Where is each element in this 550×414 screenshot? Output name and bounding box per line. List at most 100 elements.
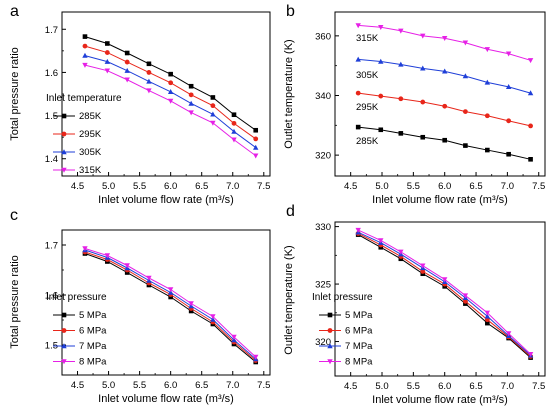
- data-point: [485, 320, 490, 326]
- legend-label: 6 MPa: [345, 326, 373, 337]
- data-point: [146, 61, 152, 67]
- series-5-mpa: [355, 232, 533, 360]
- data-point: [210, 314, 216, 320]
- data-point: [420, 269, 426, 274]
- legend-title: Inlet pressure: [312, 292, 373, 303]
- series-8-mpa: [82, 246, 259, 360]
- x-tick-label: 6.5: [469, 381, 482, 392]
- data-point: [505, 51, 512, 57]
- x-tick-label: 6.5: [195, 181, 208, 192]
- legend-title: Inlet temperature: [46, 93, 122, 104]
- panel-d: d 4.5 5.0 5.5 6.0 6.5 7.0 7.5 320 325 330 Inlet vol…: [283, 203, 546, 406]
- x-tick-label: 6.0: [164, 380, 177, 391]
- data-point: [82, 62, 88, 68]
- x-tick-label: 6.5: [469, 181, 482, 192]
- data-point: [398, 61, 404, 67]
- x-axis-title: Inlet volume flow rate (m³/s): [98, 194, 234, 206]
- data-point: [210, 103, 216, 109]
- x-tick-label: 7.0: [501, 181, 514, 192]
- legend-swatch-marker: [61, 131, 67, 137]
- x-axis-title: Inlet volume flow rate (m³/s): [372, 194, 508, 206]
- data-point: [378, 58, 384, 64]
- data-point: [462, 40, 469, 46]
- x-tick-label: 7.0: [226, 380, 239, 391]
- x-axis-title: Inlet volume flow rate (m³/s): [98, 393, 234, 405]
- x-tick-label: 4.5: [344, 381, 357, 392]
- legend-label: 285K: [79, 111, 102, 122]
- y-tick-label: 320: [315, 151, 331, 162]
- data-point: [484, 47, 491, 53]
- series-line: [358, 92, 531, 127]
- series-295k: [82, 43, 259, 142]
- data-point: [105, 41, 110, 46]
- series-285k: [355, 124, 533, 162]
- data-point: [124, 59, 130, 65]
- series-line: [358, 126, 531, 160]
- data-point: [505, 331, 512, 337]
- data-point: [104, 50, 110, 55]
- data-point: [188, 308, 194, 314]
- x-tick-label: 4.5: [71, 380, 84, 391]
- data-point: [253, 153, 259, 159]
- data-point: [168, 294, 173, 300]
- x-tick-label: 6.0: [438, 381, 451, 392]
- x-tick-label: 7.0: [226, 181, 239, 192]
- series-285k: [82, 34, 259, 133]
- x-tick-label: 5.5: [133, 181, 146, 192]
- legend-label: 315K: [79, 165, 102, 176]
- data-point: [463, 143, 468, 148]
- y-tick-label: 325: [315, 280, 331, 291]
- data-point: [167, 89, 174, 95]
- data-point: [528, 123, 533, 129]
- series-295k: [355, 90, 533, 129]
- panel-b: b 4.5 5.0 5.5 6.0 6.5 7.0 7.5 320 340 360 Inlet vol…: [283, 3, 546, 206]
- data-point: [231, 120, 237, 126]
- data-point: [188, 92, 194, 98]
- legend-swatch-marker: [327, 343, 333, 349]
- legend-label: 7 MPa: [345, 341, 373, 352]
- x-tick-label: 5.5: [407, 381, 420, 392]
- data-point: [188, 110, 194, 116]
- panel-letter: c: [10, 207, 18, 224]
- data-point: [484, 79, 491, 85]
- series-5-mpa: [82, 251, 259, 365]
- y-tick-label: 1.7: [45, 25, 58, 36]
- legend-swatch-marker: [61, 343, 67, 349]
- data-point: [82, 34, 88, 39]
- data-point: [104, 253, 111, 259]
- legend-label: 305K: [79, 147, 102, 158]
- x-tick-label: 5.5: [133, 380, 146, 391]
- x-tick-label: 7.5: [257, 380, 270, 391]
- data-point: [82, 43, 88, 49]
- legend-swatch-marker: [61, 113, 67, 119]
- data-point: [231, 112, 237, 118]
- series-annotation: 295K: [356, 102, 379, 113]
- x-tick-label: 4.5: [344, 181, 357, 192]
- plot-frame: [61, 229, 271, 376]
- series-annotation: 315K: [356, 33, 379, 44]
- series-305k: [82, 52, 259, 150]
- data-point: [442, 137, 448, 143]
- data-point: [253, 144, 259, 150]
- x-tick-label: 6.0: [438, 181, 451, 192]
- data-point: [253, 354, 259, 360]
- data-point: [484, 113, 490, 119]
- data-point: [484, 313, 491, 319]
- data-point: [506, 151, 511, 157]
- data-point: [124, 50, 130, 56]
- legend-label: 5 MPa: [345, 310, 373, 321]
- data-point: [485, 147, 490, 153]
- data-point: [378, 93, 384, 99]
- data-point: [420, 263, 426, 269]
- x-tick-label: 7.5: [532, 181, 545, 192]
- panel-letter: d: [286, 203, 295, 220]
- panel-letter: a: [10, 3, 19, 20]
- x-tick-label: 7.5: [532, 381, 545, 392]
- data-point: [528, 157, 533, 162]
- data-point: [82, 52, 88, 58]
- data-point: [231, 334, 237, 340]
- data-point: [355, 124, 361, 130]
- legend: Inlet pressure 5 MPa 6 MPa 7 MPa 8 MPa: [46, 292, 107, 368]
